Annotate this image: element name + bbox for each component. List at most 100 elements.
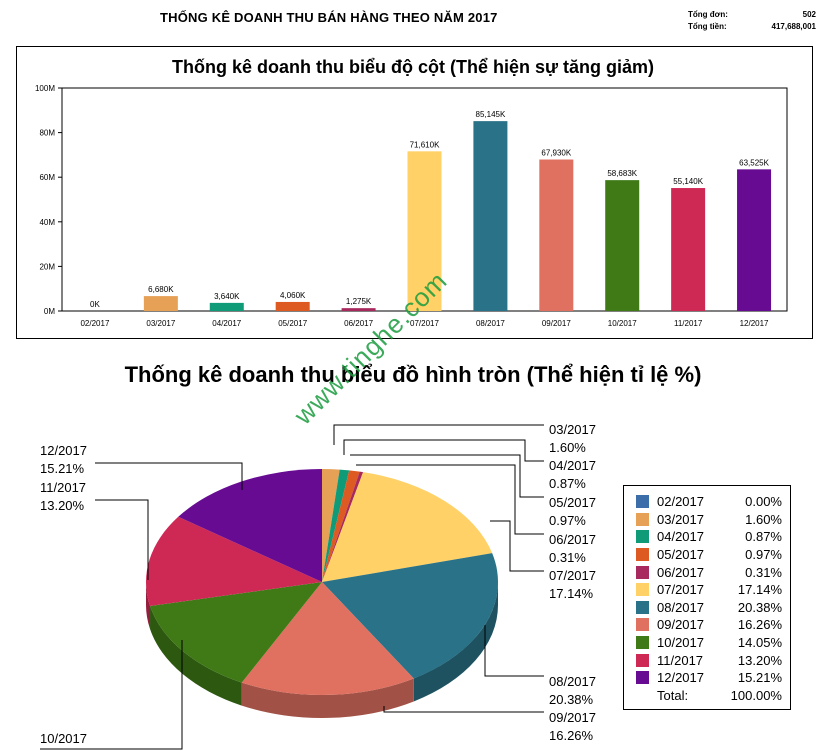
legend-item-12/2017: 12/2017 15.21% [636,669,782,687]
x-tick-label: 05/2017 [278,319,307,328]
bar-08/2017 [473,121,508,311]
pie-callout-label: 11/2017 [40,480,86,495]
legend-label: 08/2017 [657,599,704,615]
legend-percent: 0.97% [745,547,782,563]
legend-item-03/2017: 03/2017 1.60% [636,511,782,529]
legend-total-value: 100.00% [730,687,782,703]
pie-callout-percent: 20.38% [549,692,594,707]
x-tick-label: 09/2017 [542,319,571,328]
pie-slice-12/2017 [178,469,322,582]
pie-slice-11/2017 [146,516,322,607]
bar-data-label: 58,683K [607,169,637,178]
x-tick-label: 07/2017 [410,319,439,328]
pie-slice-04/2017 [322,469,350,582]
pie-callout-label: 07/2017 [549,568,596,583]
bar-05/2017 [275,301,310,311]
pie-leader-11/2017 [95,499,149,580]
pie-side-09/2017 [241,678,414,718]
pie-callout-percent: 0.87% [549,476,586,491]
pie-callout-label: 05/2017 [549,495,596,510]
legend-percent: 0.00% [745,494,782,510]
pie-callout-percent: 16.26% [549,728,594,743]
pie-leader-05/2017 [350,454,544,498]
bar-data-label: 1,275K [346,297,372,306]
y-tick-label: 0M [44,307,55,316]
legend-swatch [636,495,649,509]
legend-item-04/2017: 04/2017 0.87% [636,528,782,546]
bar-data-label: 67,930K [541,149,571,158]
legend-swatch [636,512,649,526]
bar-04/2017 [209,302,244,311]
pie-leader-03/2017 [333,424,544,445]
bar-12/2017 [737,169,772,311]
legend-item-07/2017: 07/2017 17.14% [636,581,782,599]
pie-leader-08/2017 [484,625,544,677]
pie-slice-09/2017 [241,582,414,695]
legend-swatch [636,583,649,597]
bar-data-label: 6,680K [148,285,174,294]
legend-label: 07/2017 [657,582,704,598]
pie-callout-percent: 17.14% [549,586,594,601]
legend-item-06/2017: 06/2017 0.31% [636,563,782,581]
legend-label: 06/2017 [657,564,704,580]
pie-callout-label: 10/2017 [40,731,87,746]
bar-data-label: 3,640K [214,292,240,301]
pie-slice-03/2017 [322,469,340,582]
pie-slice-08/2017 [322,553,498,679]
pie-callout-percent: 0.31% [549,550,586,565]
legend-item-08/2017: 08/2017 20.38% [636,599,782,617]
legend-total-label: Total: [657,687,689,703]
x-tick-label: 06/2017 [344,319,373,328]
pie-leader-10/2017 [40,640,183,750]
legend-item-10/2017: 10/2017 14.05% [636,634,782,652]
pie-leader-04/2017 [343,439,544,462]
report-title: THỐNG KÊ DOANH THU BÁN HÀNG THEO NĂM 201… [160,10,498,25]
x-tick-label: 04/2017 [212,319,241,328]
legend-label: 12/2017 [657,670,704,686]
legend-percent: 16.26% [737,617,782,633]
legend-swatch [636,618,649,632]
pie-slice-05/2017 [322,470,360,582]
pie-side-11/2017 [146,582,151,630]
y-tick-label: 80M [39,129,55,138]
legend-swatch [636,653,649,667]
pie-slice-10/2017 [150,582,322,683]
pie-slice-07/2017 [322,472,493,582]
legend-percent: 1.60% [745,511,782,527]
pie-callout-label: 04/2017 [549,458,596,473]
legend-percent: 13.20% [737,652,782,668]
x-tick-label: 12/2017 [740,319,769,328]
bar-09/2017 [539,159,574,311]
legend-item-09/2017: 09/2017 16.26% [636,616,782,634]
pie-callout-label: 12/2017 [40,443,87,458]
bar-data-label: 63,525K [739,158,769,167]
summary-box: Tổng đơn: 502 Tổng tiền: 417,688,001 [688,9,816,33]
x-tick-label: 02/2017 [80,319,109,328]
legend-percent: 20.38% [737,599,782,615]
pie-leader-12/2017 [95,462,243,490]
legend-swatch [636,565,649,579]
pie-callout-label: 09/2017 [549,710,596,725]
legend-label: 09/2017 [657,617,704,633]
legend-percent: 0.87% [745,529,782,545]
bar-chart-frame [16,46,813,339]
bar-03/2017 [143,296,178,311]
x-tick-label: 11/2017 [674,319,703,328]
legend-swatch [636,600,649,614]
bar-data-label: 4,060K [280,291,306,300]
legend-swatch [636,636,649,650]
pie-callout-percent: 14.05% [40,749,85,751]
bar-data-label: 0K [90,300,100,309]
total-orders-label: Tổng đơn: [688,10,728,19]
total-money-label: Tổng tiền: [688,22,727,31]
legend-label: 02/2017 [657,494,704,510]
pie-callout-label: 03/2017 [549,422,596,437]
bar-chart-title: Thống kê doanh thu biểu độ cột (Thể hiện… [171,57,655,77]
pie-callout-percent: 13.20% [40,498,85,513]
pie-slice-06/2017 [322,471,364,582]
pie-callout-label: 06/2017 [549,532,596,547]
legend-label: 04/2017 [657,529,704,545]
bar-11/2017 [671,188,706,311]
total-orders-value: 502 [802,10,816,19]
